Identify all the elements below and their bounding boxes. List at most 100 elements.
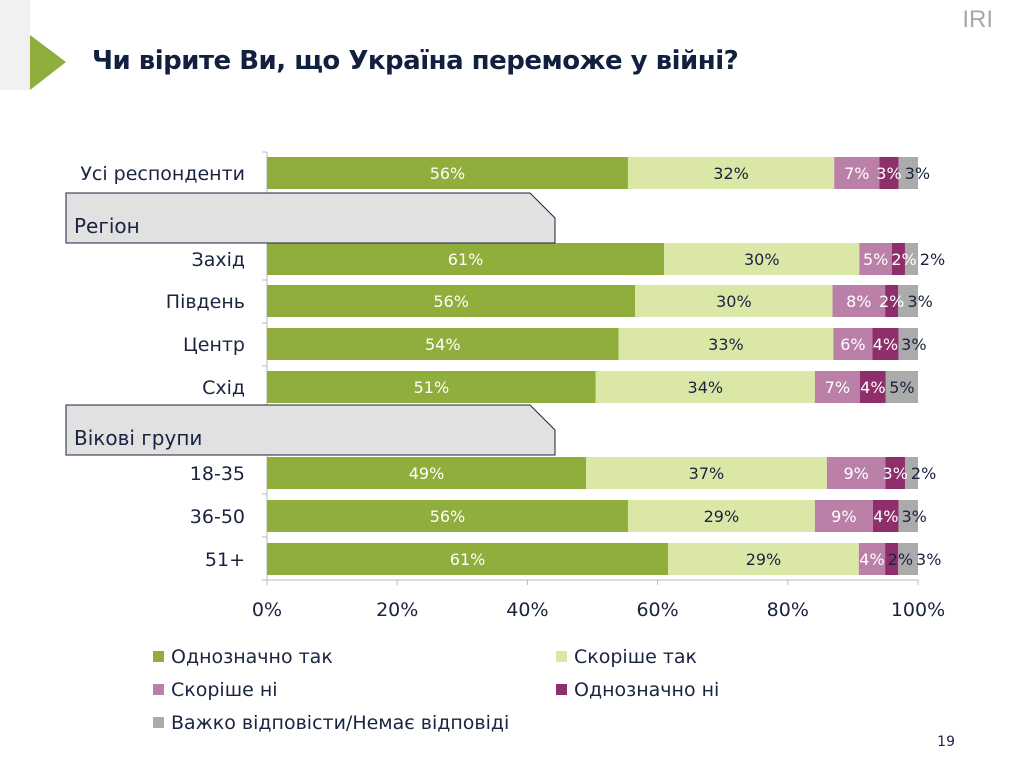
bar-segment (267, 371, 596, 403)
data-label: 6% (840, 335, 865, 354)
data-label: 5% (863, 250, 888, 269)
data-label: 3% (901, 335, 926, 354)
category-label: Усі респонденти (80, 163, 245, 185)
bar-segment (879, 157, 899, 189)
data-label: 3% (901, 507, 926, 526)
legend-swatch (556, 684, 567, 695)
bar-segment (891, 243, 905, 275)
category-label: 51+ (205, 549, 245, 571)
data-label: 3% (916, 550, 941, 569)
data-label: 4% (873, 507, 898, 526)
data-label: 3% (883, 464, 908, 483)
bar-segment (585, 457, 827, 489)
arrow-icon (30, 35, 66, 90)
x-tick-label: 20% (376, 599, 418, 621)
category-label: Захід (192, 249, 245, 271)
bar-segment (826, 457, 886, 489)
legend-label: Важко відповісти/Немає відповіді (171, 712, 509, 734)
bar-segment (898, 500, 918, 532)
data-label: 29% (704, 507, 740, 526)
bar-segment (859, 371, 886, 403)
category-label: Південь (166, 291, 245, 313)
bar-segment (872, 500, 899, 532)
legend-label: Однозначно так (171, 646, 333, 668)
x-tick-label: 40% (506, 599, 548, 621)
legend-label: Однозначно ні (574, 679, 719, 701)
bar-segment (872, 328, 899, 360)
background-shape (0, 0, 30, 90)
legend-swatch (153, 651, 164, 662)
data-label: 9% (843, 464, 868, 483)
bar-segment (859, 243, 892, 275)
category-label: Схід (202, 377, 245, 399)
legend-swatch (556, 651, 567, 662)
data-label: 2% (879, 292, 904, 311)
bar-segment (267, 243, 665, 275)
bar-segment (832, 285, 886, 317)
bar-segment (267, 543, 669, 575)
legend-swatch (153, 717, 164, 728)
bar-segment (898, 543, 918, 575)
bar-segment (267, 328, 619, 360)
data-label: 29% (746, 550, 782, 569)
bar-segment (898, 157, 918, 189)
page-number: 19 (937, 734, 955, 750)
data-label: 56% (433, 292, 469, 311)
data-label: 2% (891, 250, 916, 269)
bar-segment (267, 157, 628, 189)
bar-segment (267, 457, 586, 489)
category-label: 18-35 (190, 463, 245, 485)
bar-segment (267, 285, 636, 317)
page-title: Чи вірите Ви, що Україна переможе у війн… (92, 46, 739, 76)
bar-segment (885, 371, 918, 403)
legend-label: Скоріше так (574, 646, 697, 668)
group-header-label: Регіон (74, 214, 140, 238)
bar-segment (618, 328, 834, 360)
data-label: 33% (708, 335, 744, 354)
data-label: 37% (689, 464, 725, 483)
data-label: 56% (430, 507, 466, 526)
iri-logo: IRI (962, 6, 993, 33)
bar-segment (885, 285, 899, 317)
data-label: 56% (430, 164, 466, 183)
legend-label: Скоріше ні (171, 679, 278, 701)
bar-segment (898, 328, 918, 360)
data-label: 8% (846, 292, 871, 311)
group-header-label: Вікові групи (74, 426, 202, 450)
category-label: 36-50 (190, 506, 245, 528)
group-header-box (65, 404, 556, 456)
data-label: 54% (425, 335, 461, 354)
data-label: 2% (911, 464, 936, 483)
data-label: 2% (888, 550, 913, 569)
data-label: 7% (825, 378, 850, 397)
x-tick-label: 60% (636, 599, 678, 621)
data-label: 32% (713, 164, 749, 183)
data-label: 51% (414, 378, 450, 397)
data-label: 4% (873, 335, 898, 354)
bar-segment (668, 543, 859, 575)
bar-segment (267, 500, 628, 532)
bar-segment (904, 457, 918, 489)
data-label: 5% (889, 378, 914, 397)
bar-segment (885, 543, 899, 575)
bar-segment (627, 157, 835, 189)
bar-segment (833, 328, 873, 360)
data-label: 3% (905, 164, 930, 183)
group-header-box (65, 192, 556, 244)
bar-segment (635, 285, 833, 317)
bar-segment (834, 157, 880, 189)
data-label: 3% (876, 164, 901, 183)
bar-segment (814, 500, 873, 532)
data-label: 9% (831, 507, 856, 526)
x-tick-label: 100% (891, 599, 945, 621)
data-label: 61% (448, 250, 484, 269)
data-label: 4% (860, 378, 885, 397)
legend-swatch (153, 684, 164, 695)
data-label: 3% (907, 292, 932, 311)
bar-segment (595, 371, 815, 403)
category-label: Центр (183, 334, 245, 356)
data-label: 34% (688, 378, 724, 397)
bar-segment (814, 371, 860, 403)
data-label: 2% (920, 250, 945, 269)
